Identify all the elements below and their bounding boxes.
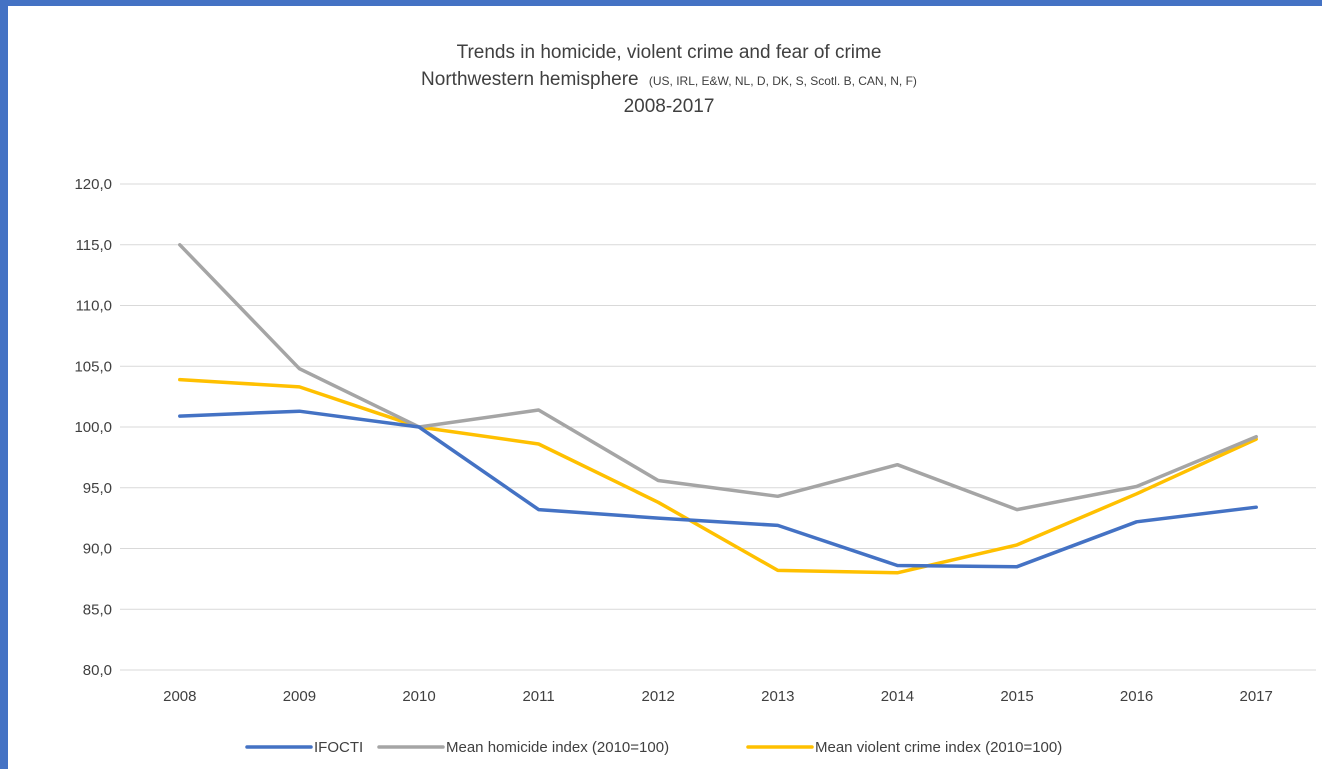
y-axis-ticks: 80,0 85,0 90,0 95,0 100,0 105,0 110,0 115,0 120,… — [74, 176, 112, 679]
chart-subtitle: Northwestern hemisphere (US, IRL, E&W, N… — [421, 69, 917, 90]
y-tick-label: 100,0 — [74, 419, 112, 436]
y-tick-label: 90,0 — [83, 541, 112, 558]
x-tick-label: 2012 — [642, 688, 675, 705]
line-chart: Trends in homicide, violent crime and fe… — [74, 42, 1316, 756]
x-axis-ticks: 2008 2009 2010 2011 2012 2013 2014 2015 2016 2017 — [163, 688, 1273, 705]
y-tick-label: 85,0 — [83, 601, 112, 618]
chart-years: 2008-2017 — [624, 96, 715, 117]
legend: IFOCTI Mean homicide index (2010=100) Mean… — [245, 739, 1062, 756]
subtitle-main: Northwestern hemisphere — [421, 69, 639, 90]
y-tick-label: 105,0 — [74, 358, 112, 375]
x-tick-label: 2017 — [1240, 688, 1273, 705]
legend-label-2: Mean violent crime index (2010=100) — [815, 739, 1062, 756]
y-tick-label: 95,0 — [83, 480, 112, 497]
y-tick-label: 115,0 — [76, 237, 112, 254]
x-tick-label: 2008 — [163, 688, 196, 705]
x-tick-label: 2013 — [761, 688, 794, 705]
x-tick-label: 2016 — [1120, 688, 1153, 705]
subtitle-countries: (US, IRL, E&W, NL, D, DK, S, Scotl. B, C… — [649, 74, 917, 88]
legend-label-0: IFOCTI — [314, 739, 363, 756]
series-lines — [178, 243, 1258, 575]
x-tick-label: 2009 — [283, 688, 316, 705]
gridlines — [120, 183, 1316, 671]
y-tick-label: 110,0 — [76, 298, 112, 315]
y-tick-label: 120,0 — [74, 176, 112, 193]
series-line-0 — [178, 409, 1258, 569]
x-tick-label: 2014 — [881, 688, 914, 705]
chart-title: Trends in homicide, violent crime and fe… — [457, 42, 882, 63]
legend-label-1: Mean homicide index (2010=100) — [446, 739, 669, 756]
x-tick-label: 2011 — [522, 688, 554, 705]
y-tick-label: 80,0 — [83, 662, 112, 679]
x-tick-label: 2010 — [402, 688, 435, 705]
series-line-2 — [178, 377, 1258, 575]
x-tick-label: 2015 — [1000, 688, 1033, 705]
series-line-1 — [178, 243, 1258, 512]
